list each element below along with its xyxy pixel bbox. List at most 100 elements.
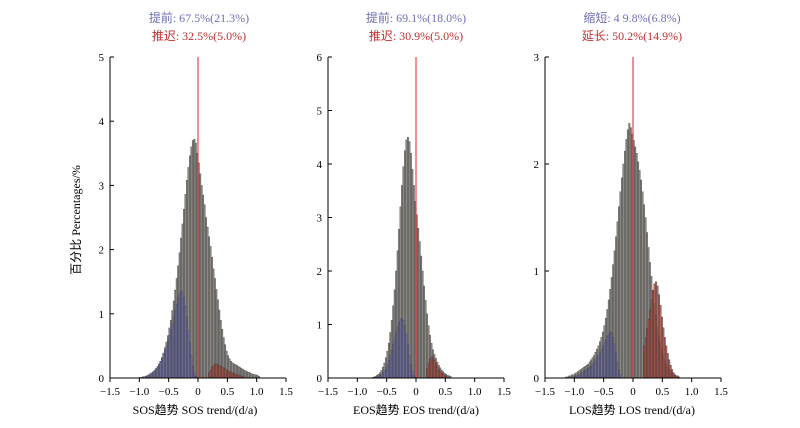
eos-x-tick-label: 1.0 [468,386,482,398]
sos-significant-positive-bar [220,366,222,379]
eos-significant-negative-bar [409,364,412,379]
los-total-bar [628,123,631,379]
sos-annotation-delay: 推迟: 32.5%(5.0%) [152,29,246,43]
los-annotation-extend: 延长: 50.2%(14.9%) [582,29,682,43]
sos-x-tick-label: 1.5 [279,386,293,398]
sos-total-bar [190,146,193,379]
los-significant-positive-bar [662,327,665,379]
sos-significant-positive-bar [233,373,236,379]
los-total-bar [621,177,623,379]
eos-significant-negative-bar [408,355,411,379]
los-total-bar [616,221,619,379]
eos-y-tick-label: 5 [317,106,323,118]
los-total-bar [618,206,620,379]
los-total-bar [637,161,640,379]
los-significant-positive-bar [669,364,672,379]
sos-significant-positive-bar [225,370,228,379]
sos-x-tick-label: 0.5 [220,386,234,398]
eos-significant-negative-bar [382,372,384,379]
sos-significant-negative-bar [167,340,169,379]
sos-significant-negative-bar [187,329,190,379]
sos-y-tick-label: 1 [99,309,105,321]
sos-y-tick-label: 0 [99,373,105,385]
los-total-bar [638,170,641,379]
sos-significant-negative-bar [152,371,155,379]
eos-significant-negative-bar [396,326,399,379]
sos-total-bar [206,226,209,379]
sos-y-tick-label: 2 [99,245,105,257]
sos-significant-negative-bar [171,323,174,379]
los-total-bar [640,179,642,379]
los-significant-negative-bar [607,333,610,379]
los-significant-negative-bar [591,363,594,379]
eos-total-bar [417,228,420,379]
eos-y-tick-label: 2 [317,266,323,278]
sos-significant-negative-bar [155,368,158,379]
los-significant-positive-bar [666,353,669,379]
eos-significant-positive-bar [441,373,443,379]
eos-y-tick-label: 0 [317,373,323,385]
los-significant-negative-bar [587,368,590,379]
sos-y-tick-label: 3 [99,180,105,192]
eos-total-bar [409,153,412,379]
sos-significant-negative-bar [168,335,171,379]
sos-significant-positive-bar [218,364,221,379]
sos-significant-positive-bar [231,372,234,379]
eos-significant-negative-bar [398,322,401,379]
los-significant-negative-bar [584,370,587,379]
eos-x-tick-label: −1.5 [318,386,338,398]
sos-significant-positive-bar [221,366,224,379]
eos-x-tick-label: 1.5 [497,386,511,398]
sos-total-bar [246,371,249,379]
eos-significant-negative-bar [405,333,408,379]
eos-significant-negative-bar [392,344,395,379]
los-annotation-shorten: 缩短: 4 9.8%(6.8%) [583,10,680,25]
sos-significant-negative-bar [183,297,185,379]
sos-significant-positive-bar [214,363,217,379]
sos-total-bar [250,373,253,379]
los-total-bar [629,127,632,379]
sos-y-tick-label: 5 [99,52,105,64]
sos-significant-negative-bar [153,370,156,379]
los-significant-negative-bar [603,342,606,379]
los-significant-negative-bar [580,373,582,379]
eos-x-tick-label: 0 [413,386,419,398]
eos-x-axis-title: EOS趋势 EOS trend/(d/a) [353,403,479,417]
los-total-bar [626,129,629,379]
eos-y-tick-label: 4 [317,159,323,171]
los-significant-negative-bar [582,371,585,379]
sos-significant-negative-bar [161,357,163,379]
los-significant-negative-bar [609,331,612,379]
los-significant-negative-bar [616,361,619,379]
eos-significant-negative-bar [386,364,389,379]
eos-significant-negative-bar [404,325,406,379]
sos-significant-negative-bar [150,372,153,379]
los-significant-negative-bar [613,343,616,379]
eos-significant-positive-bar [438,369,440,379]
los-significant-positive-bar [658,294,660,379]
eos-significant-negative-bar [395,331,398,379]
eos-significant-negative-bar [390,350,393,379]
sos-significant-positive-bar [217,364,220,379]
eos-histogram-panel: 提前: 69.1%(18.0%) 推迟: 30.9%(5.0%) 0 1 2 3 4 5 6… [317,10,512,417]
eos-total-bar [424,300,427,379]
sos-total-bar [247,372,250,379]
eos-significant-positive-bar [430,356,433,379]
los-significant-positive-bar [646,328,649,379]
sos-significant-negative-bar [184,305,187,379]
sos-significant-negative-bar [149,373,152,379]
sos-significant-positive-bar [208,372,211,379]
sos-significant-negative-bar [190,355,193,379]
los-total-bar [619,191,622,379]
los-histogram-panel: 缩短: 4 9.8%(6.8%) 延长: 50.2%(14.9%) 0 1 2 3 −1… [534,10,729,417]
sos-significant-negative-bar [162,354,165,379]
los-significant-positive-bar [659,305,662,379]
los-total-bar [641,191,644,379]
los-significant-negative-bar [590,366,593,379]
los-significant-negative-bar [615,352,618,379]
los-significant-positive-bar [660,316,663,379]
sos-total-bar [208,236,210,379]
eos-significant-negative-bar [401,317,403,379]
